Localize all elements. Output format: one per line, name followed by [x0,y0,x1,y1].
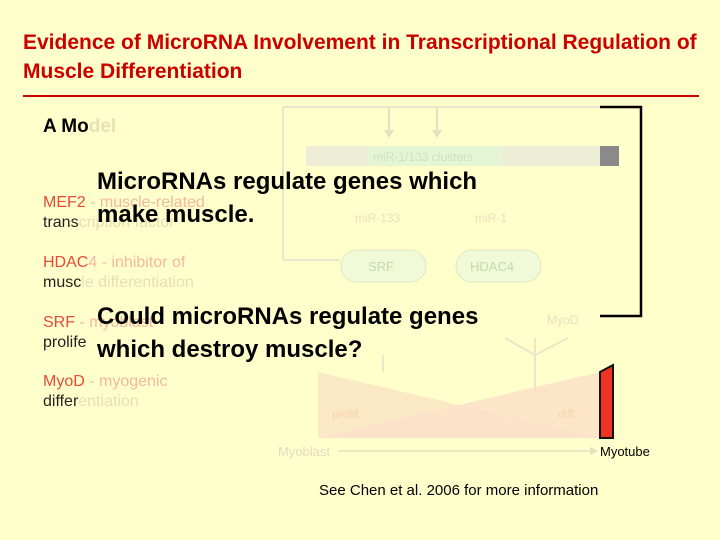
myod-label: MyoD [547,313,579,327]
arrowhead-a [384,130,394,138]
overlay-question: Could microRNAs regulate genes which des… [97,303,479,363]
arrowhead-b [432,130,442,138]
convergence-lines [382,337,569,392]
feedback-line-left [282,106,600,261]
cluster-end-block [600,146,619,166]
overlay-statement: MicroRNAs regulate genes which make musc… [97,168,478,228]
myoblast-label: Myoblast [278,444,331,459]
myotube-label: Myotube [600,444,650,459]
right-bracket [600,105,643,318]
prolif-label: prolif. [332,407,361,421]
srf-label: SRF [368,259,394,274]
model-label-visible: A Mo [43,116,89,137]
regulation-arrows [388,107,438,132]
diff-label: diff. [558,407,577,421]
legend-item-mef2: MEF2 - muscle-related transcription fact… [43,194,205,231]
srf-pill [340,249,427,283]
model-label: A Model [43,116,116,138]
mir1-label: miR-1 [475,211,507,225]
hdac4-pill [455,249,542,283]
clusters-label: miR-1/133 clusters [373,150,473,164]
myotube-red-block [599,363,614,439]
legend-item-hdac4: HDAC4 - inhibitor of muscle differentiat… [43,254,194,291]
diff-triangle [318,372,600,438]
footer-citation: See Chen et al. 2006 for more informatio… [319,482,599,499]
model-label-faded: del [88,116,117,137]
mir133-label: miR-133 [355,211,401,225]
legend-item-myod: MyoD - myogenic differentiation [43,373,168,410]
timeline-arrowhead [590,447,598,455]
slide-title: Evidence of MicroRNA Involvement in Tran… [23,31,697,83]
title-divider [23,95,699,97]
legend-item-srf: SRF - myoblast prolife [43,314,154,351]
hdac4-label: HDAC4 [470,259,514,274]
cluster-bar-highlight [368,146,502,166]
